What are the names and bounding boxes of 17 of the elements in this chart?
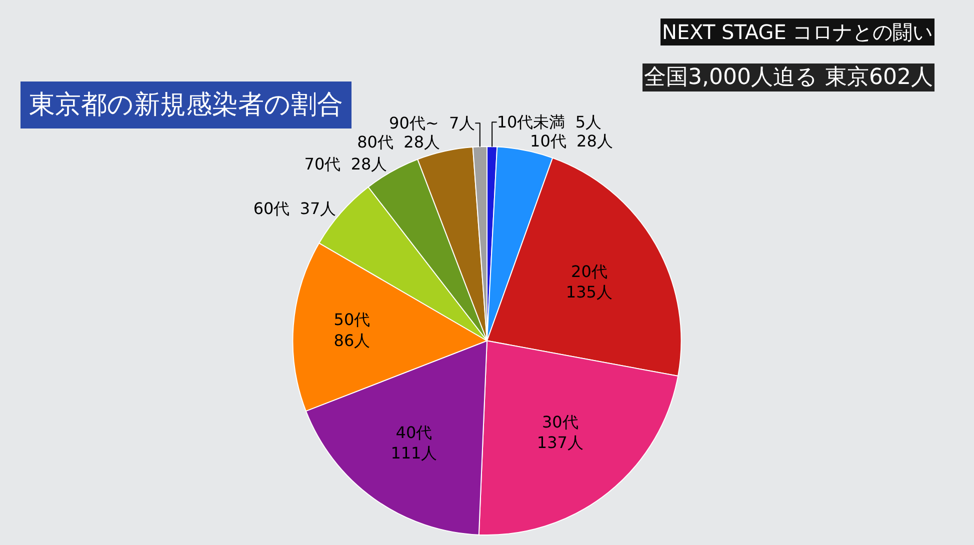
text: NEXT STAGE コロナとの闘い [662,20,933,44]
slice-label: 60代 37人 [253,199,336,218]
slice-label: 30代 [542,412,578,432]
data-label: 135人 [566,282,612,302]
slice-label: 40代 [396,422,432,442]
data-label: 86人 [334,330,370,350]
slice-label: 10代 28人 [530,132,613,151]
slice-label: 80代 28人 [357,132,440,152]
data-label: 137人 [536,433,584,452]
slice-label: 90代~ 7人 [389,114,476,133]
slice-label: 10代未満 5人 [496,112,602,132]
slice-label: 50代 [334,310,370,330]
slice-label: 20代 [571,262,608,281]
data-label: 111人 [390,444,438,463]
chart-title: 東京都の新規感染者の割合 [29,90,343,120]
text: 全国3,000人迫る 東京602人 [644,65,933,90]
slice-label: 70代 28人 [304,154,388,174]
